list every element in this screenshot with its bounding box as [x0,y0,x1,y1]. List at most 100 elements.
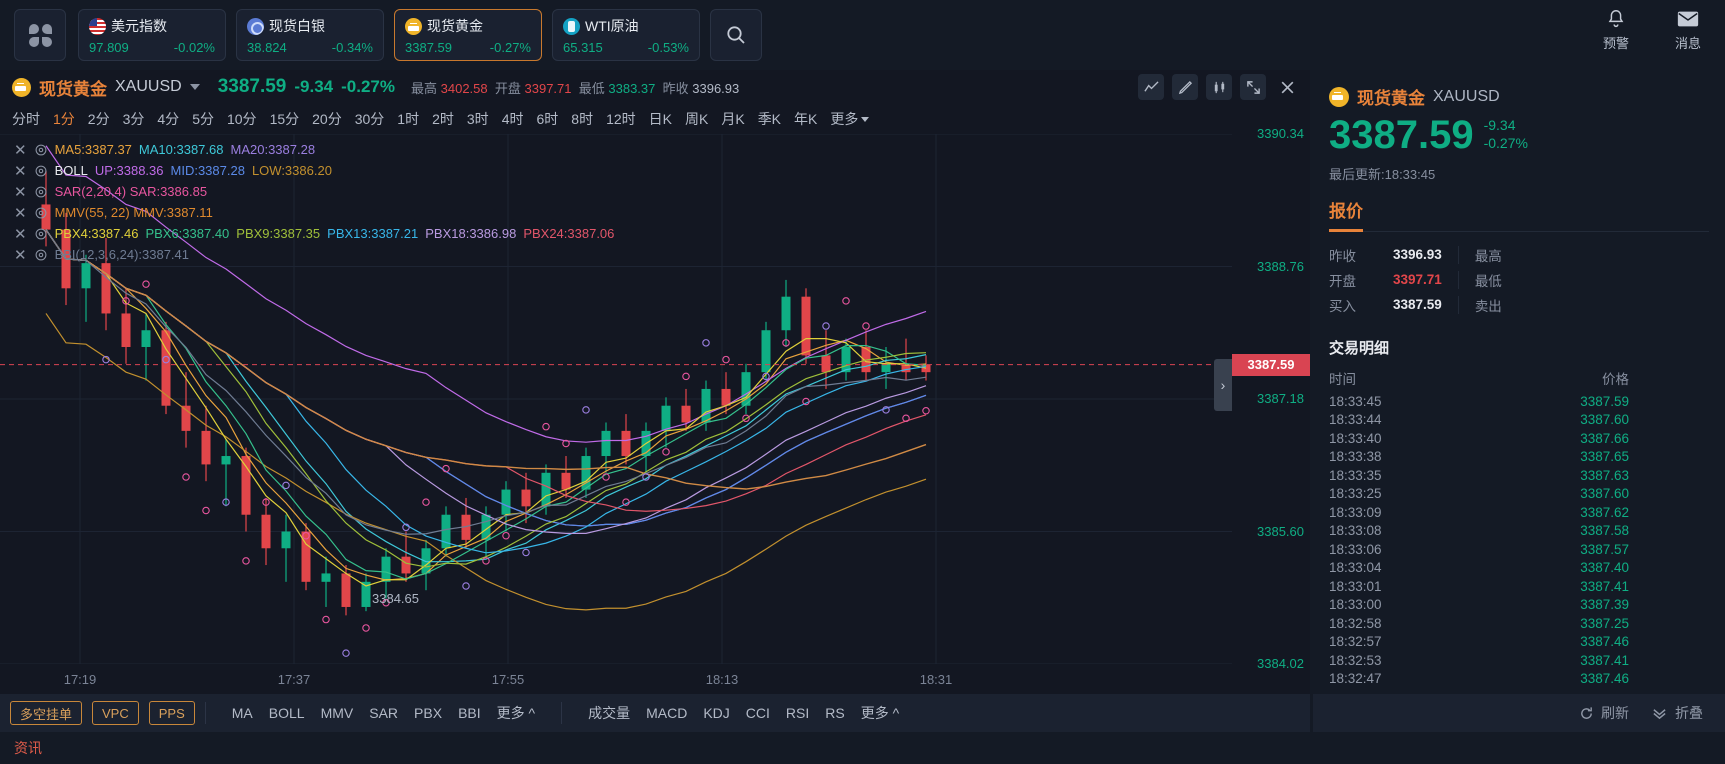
quote-key: 最低 [1474,273,1502,289]
indicator-MMV[interactable]: MMV [320,705,354,721]
refresh-icon [1581,706,1592,719]
price-tick-1: 3388.76 [1257,258,1304,274]
period-3时[interactable]: 3时 [466,111,489,127]
trade-time: 18:33:04 [1329,560,1382,576]
period-more[interactable]: 更多 [830,109,870,129]
trade-price: 3387.41 [1580,578,1629,594]
close-icon[interactable]: ✕ [14,162,27,180]
stat-label-0: 最高 [411,80,438,96]
indicator-SAR[interactable]: SAR [369,705,399,721]
tool-button-2[interactable]: PPS [148,701,195,725]
chart-plot[interactable]: ✕ MA5:3387.37 MA10:3387.68 MA20:3387.28 ✕ … [0,134,1232,664]
side-quote-name: 现货黄金 [1357,89,1425,108]
period-10分[interactable]: 10分 [226,111,257,127]
main-more[interactable]: 更多 ^ [496,705,536,721]
close-icon[interactable]: ✕ [14,204,27,222]
period-3分[interactable]: 3分 [122,111,145,127]
trade-row-4: 18:33:35 3387.63 [1329,466,1709,485]
close-chart-button[interactable] [1274,74,1300,100]
period-5分[interactable]: 5分 [192,111,214,127]
legend-item-1-2: MID:3387.28 [170,163,245,178]
sub-indicator-成交量[interactable]: 成交量 [588,705,631,721]
divider [1329,231,1709,232]
period-20分[interactable]: 20分 [312,111,342,127]
collapse-button[interactable]: 折叠 [1651,703,1703,723]
news-tab[interactable]: 资讯 [14,740,42,756]
search-button[interactable] [710,9,762,61]
period-月K[interactable]: 月K [721,111,745,127]
close-icon[interactable]: ✕ [14,141,27,159]
ticker-price: 3387.59 [405,40,452,55]
period-15分[interactable]: 15分 [269,111,300,127]
close-icon[interactable]: ✕ [14,225,27,243]
period-日K[interactable]: 日K [648,111,672,127]
chevron-down-icon[interactable] [189,84,200,90]
sub-indicator-RS[interactable]: RS [825,705,845,721]
chart-tools [1138,74,1300,100]
ticker-change: -0.02% [173,40,215,55]
ticker-values: 65.315 -0.53% [563,40,689,55]
close-icon[interactable]: ✕ [14,246,27,264]
period-分时[interactable]: 分时 [12,111,40,127]
period-2分[interactable]: 2分 [87,111,110,127]
gear-icon[interactable] [34,227,48,241]
chevron-right-icon[interactable]: › [1214,359,1232,411]
trade-row-0: 18:33:45 3387.59 [1329,392,1709,411]
ticker-2[interactable]: 现货黄金 3387.59 -0.27% [394,9,542,61]
sub-indicator-KDJ[interactable]: KDJ [703,705,730,721]
chart-canvas [0,134,1232,664]
trade-detail-header: 时间 价格 [1329,368,1709,388]
trade-time: 18:33:08 [1329,523,1382,539]
apps-grid-button[interactable] [14,9,66,61]
trade-time: 18:32:58 [1329,615,1382,631]
period-4分[interactable]: 4分 [157,111,180,127]
sub-more[interactable]: 更多 ^ [860,705,900,721]
gear-icon[interactable] [34,164,48,178]
line-chart-icon-button[interactable] [1138,74,1164,100]
period-4时[interactable]: 4时 [501,111,524,127]
side-price-row: 3387.59 -9.34 -0.27% [1329,115,1709,155]
close-icon[interactable]: ✕ [14,183,27,201]
period-周K[interactable]: 周K [685,111,709,127]
period-1时[interactable]: 1时 [397,111,420,127]
period-tabs: 分时 1分 2分 3分 4分 5分 10分 15分 20分 30分 1时 2时 3时 4时 6时 8时 12时日… [0,104,1310,134]
tool-button-1[interactable]: VPC [92,701,139,725]
period-1分[interactable]: 1分 [53,111,75,127]
alerts-button[interactable]: 预警 [1603,8,1629,52]
period-30分[interactable]: 30分 [354,111,385,127]
ticker-3[interactable]: WTI原油 65.315 -0.53% [552,9,700,61]
stat-label-2: 最低 [578,80,605,96]
tool-button-0[interactable]: 多空挂单 [10,701,83,725]
period-12时[interactable]: 12时 [606,111,636,127]
ticker-1[interactable]: 现货白银 38.824 -0.34% [236,9,384,61]
trade-price: 3387.46 [1580,671,1629,687]
sub-indicator-CCI[interactable]: CCI [745,705,770,721]
sub-indicator-MACD[interactable]: MACD [646,705,688,721]
indicator-PBX[interactable]: PBX [414,705,443,721]
period-2时[interactable]: 2时 [432,111,454,127]
sub-indicator-RSI[interactable]: RSI [785,705,810,721]
gear-icon[interactable] [34,206,48,220]
gear-icon[interactable] [34,248,48,262]
refresh-button[interactable]: 刷新 [1579,703,1629,723]
gear-icon[interactable] [34,143,48,157]
side-panel-header: 现货黄金 XAUUSD [1329,84,1709,109]
indicator-MA[interactable]: MA [231,705,253,721]
tab-quote[interactable]: 报价 [1329,197,1363,232]
indicator-BOLL[interactable]: BOLL [268,705,305,721]
divider [204,702,206,724]
messages-button[interactable]: 消息 [1675,8,1701,52]
period-年K[interactable]: 年K [794,111,818,127]
period-季K[interactable]: 季K [757,111,782,127]
period-6时[interactable]: 6时 [536,111,559,127]
candlestick-icon-button[interactable] [1206,74,1232,100]
ticker-list: 美元指数 97.809 -0.02% 现货白银 38.824 -0.34% 现货… [78,9,700,61]
period-8时[interactable]: 8时 [571,111,594,127]
gear-icon[interactable] [34,185,48,199]
silver-icon [247,17,264,35]
ticker-0[interactable]: 美元指数 97.809 -0.02% [78,9,226,61]
pencil-icon-button[interactable] [1172,74,1198,100]
price-axis: 3390.34 3388.76 3387.18 3385.60 3384.02 3387.… [1232,126,1310,671]
indicator-BBI[interactable]: BBI [458,705,481,721]
expand-icon-button[interactable] [1240,74,1266,100]
